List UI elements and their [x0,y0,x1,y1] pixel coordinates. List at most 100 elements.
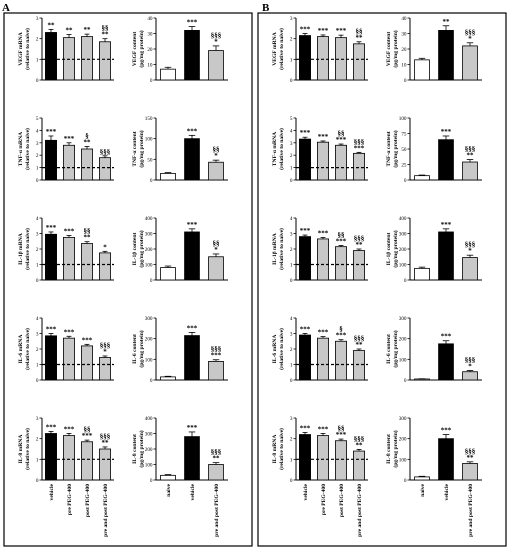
y-tick-label: 400 [145,416,153,422]
y-axis-label: (relative to naive) [24,128,31,170]
y-tick-label: 300 [399,316,407,322]
y-tick-label: 2 [290,37,293,43]
y-axis-label: IL-6 content [132,334,138,364]
bar [184,436,200,481]
bar [299,334,311,381]
significance-label: *** [187,424,198,432]
y-axis-label: (pg/mg protein) [138,130,145,167]
y-tick-label: 0 [404,178,407,184]
bar [81,243,93,281]
y-tick-label: 200 [145,447,153,453]
bar [462,371,478,381]
significance-label: *** [300,424,311,432]
bar [81,441,93,481]
significance-label: *** [441,333,452,341]
significance-label: *** [318,426,329,434]
y-tick-label: 4 [36,216,39,222]
x-category-label: pre and post PEG-400 [103,484,109,537]
significance-label: *** [46,128,57,136]
significance-label: ** [356,441,364,449]
y-tick-label: 0 [290,78,293,84]
chart-A-0: 0 1 2 3 VEGF mRNA (relative to naive) ** ** ** **… [18,16,114,84]
significance-label: ** [102,31,110,39]
bar [353,250,365,281]
y-tick-label: 0 [404,478,407,484]
significance-label: *** [336,237,347,245]
y-tick-label: 4 [290,128,293,134]
y-tick-label: 5 [36,116,39,122]
significance-label: §§§ [465,447,476,455]
y-tick-label: 30 [401,32,407,38]
y-tick-label: 2 [36,37,39,43]
x-category-label: post PEG-400 [339,484,345,517]
y-tick-label: 3 [36,141,39,147]
bar [184,138,200,181]
y-tick-label: 0 [290,478,293,484]
bar [184,231,200,281]
y-tick-label: 100 [145,357,153,363]
y-axis-label: (pg/mg protein) [138,330,145,367]
y-tick-label: 0 [404,378,407,384]
bar [160,376,176,381]
significance-label: *** [64,228,75,236]
bar [438,438,454,481]
y-tick-label: 0 [36,478,39,484]
bar [208,464,224,481]
significance-label: §§ [356,27,364,35]
bar [462,45,478,81]
significance-label: §§§ [100,148,111,156]
bar [353,350,365,381]
y-axis-label: (relative to naive) [278,28,285,70]
panel-a-label: A [2,2,10,14]
x-category-label: post PEG-400 [85,484,91,517]
y-tick-label: 0 [150,178,153,184]
y-tick-label: 40 [401,16,407,22]
x-category-label: pre and post PEG-400 [214,484,220,537]
significance-label: § [339,325,343,333]
bar [317,141,329,181]
bar [208,161,224,181]
y-axis-label: VEGF mRNA [18,32,24,66]
y-tick-label: 2 [36,347,39,353]
y-axis-label: TNF-α mRNA [18,132,24,166]
significance-label: §§§ [465,145,476,153]
y-tick-label: 30 [147,32,153,38]
y-tick-label: 0 [150,478,153,484]
significance-label: *** [82,336,93,344]
significance-label: *** [64,426,75,434]
significance-label: *** [187,19,198,27]
y-tick-label: 25 [401,163,407,169]
y-axis-label: (pg/mg protein) [392,130,399,167]
bar [299,236,311,281]
y-axis-label: IL-6 mRNA [18,335,24,364]
significance-label: *** [441,427,452,435]
bar [317,435,329,481]
significance-label: *** [336,27,347,35]
bar [63,144,75,181]
y-tick-label: 100 [145,263,153,269]
bar [438,343,454,381]
bar [353,43,365,81]
bar [438,139,454,181]
significance-label: §§§ [354,435,365,443]
significance-label: ** [356,241,364,249]
bar [208,256,224,281]
y-tick-label: 2 [36,153,39,159]
bar [299,35,311,81]
bar [335,440,347,481]
bar [160,68,176,81]
y-tick-label: 400 [145,216,153,222]
y-tick-label: 3 [290,16,293,22]
y-axis-label: (relative to naive) [24,28,31,70]
y-tick-label: 100 [399,357,407,363]
significance-label: *** [300,26,311,34]
y-tick-label: 4 [290,316,293,322]
significance-label: ** [66,27,74,35]
y-tick-label: 3 [290,232,293,238]
significance-label: §§ [213,239,221,247]
